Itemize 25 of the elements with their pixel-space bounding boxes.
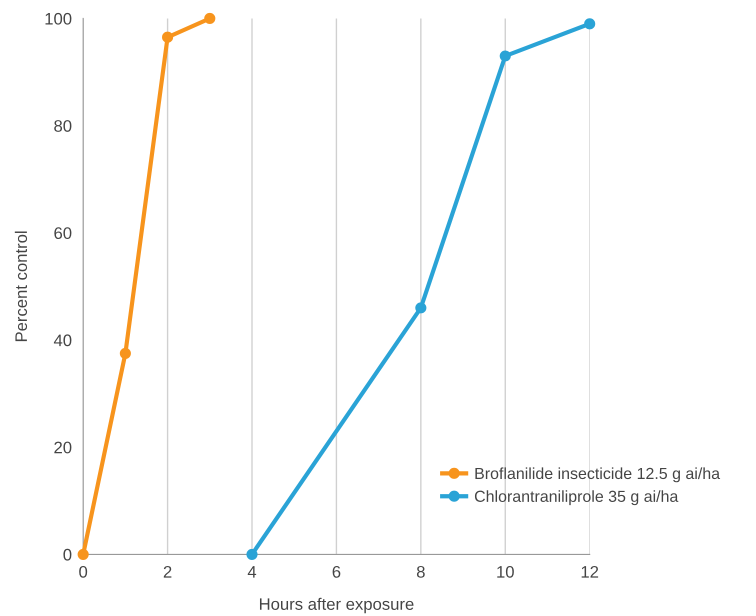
y-tick-label: 60 (54, 227, 72, 240)
x-tick-label: 2 (164, 566, 172, 578)
legend-label: Chlorantraniliprole 35 g ai/ha (474, 490, 678, 506)
legend-label: Broflanilide insecticide 12.5 g ai/ha (475, 467, 720, 482)
y-tick-label: 100 (46, 12, 72, 25)
point (415, 302, 426, 314)
point (78, 548, 89, 560)
y-tick-label: 0 (63, 548, 72, 561)
point (500, 50, 511, 62)
point (204, 12, 216, 24)
point (120, 348, 131, 359)
y-tick-label: 40 (54, 334, 72, 346)
y-axis-title: Percent control (14, 232, 28, 342)
x-axis-title: Hours after exposure (260, 598, 414, 614)
x-tick-label: 10 (497, 566, 514, 578)
point (246, 548, 258, 560)
x-tick-label: 4 (248, 566, 256, 578)
x-tick-label: 12 (582, 566, 598, 578)
point (584, 18, 596, 30)
x-tick-label: 8 (416, 566, 425, 578)
x-tick-label: 0 (79, 566, 88, 578)
x-tick-label: 6 (332, 566, 340, 578)
y-tick-label: 80 (54, 120, 72, 132)
point (162, 32, 174, 43)
y-tick-label: 20 (54, 442, 72, 454)
